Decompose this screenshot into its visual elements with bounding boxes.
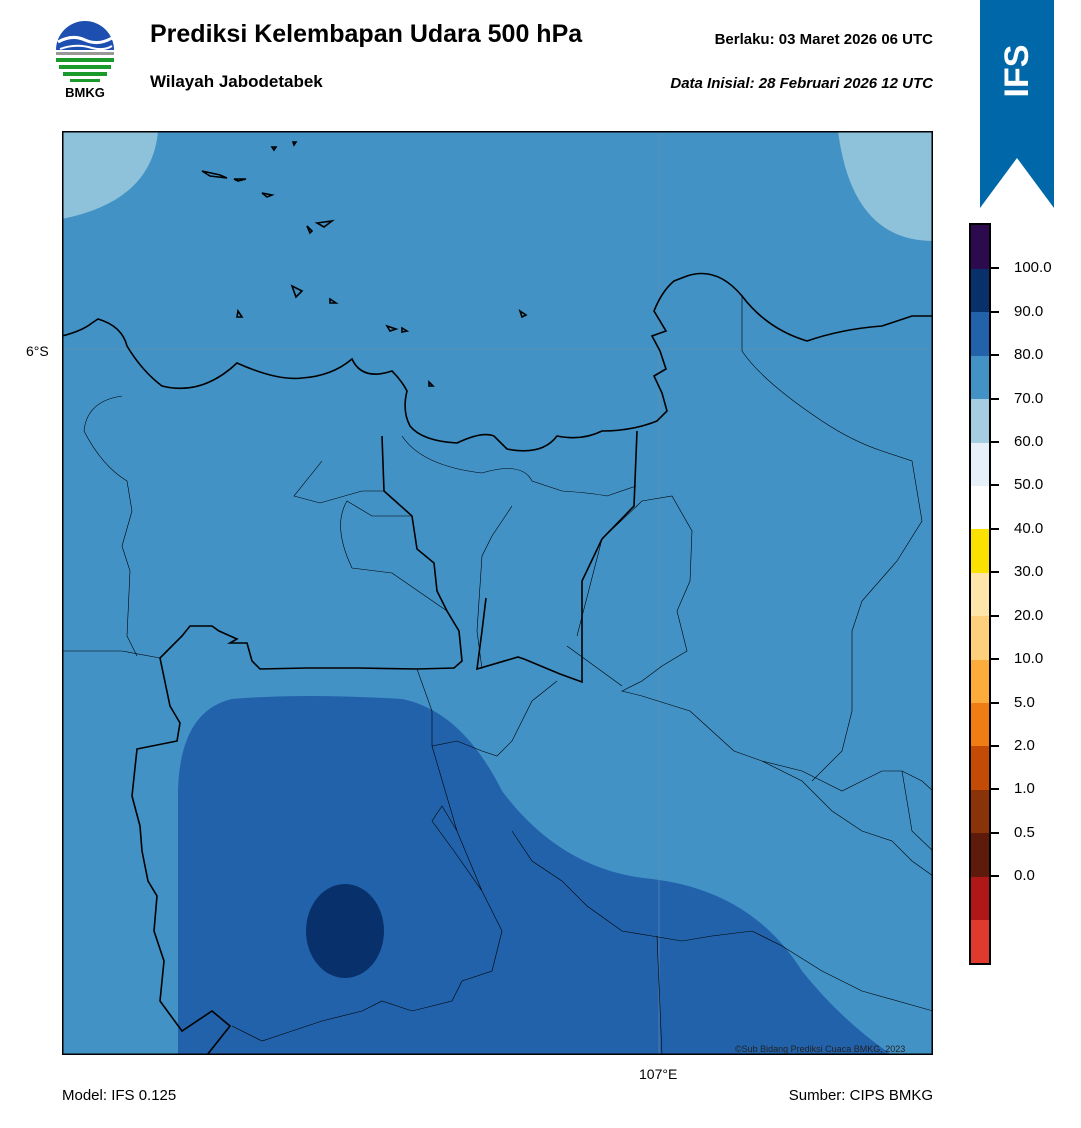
coastline [62,272,933,452]
colorbar-label: 40.0 [1014,519,1044,537]
colorbar-segment [971,572,989,617]
colorbar-segment [971,745,989,790]
colorbar-segment [971,311,989,356]
latitude-label: 6°S [26,343,49,359]
humidity-60-70-area-nw [62,131,158,219]
colorbar-segment [971,225,989,269]
colorbar-tick [991,614,999,617]
colorbar-label: 20.0 [1014,606,1044,624]
colorbar-label: 90.0 [1014,302,1044,320]
colorbar-tick [991,441,999,444]
colorbar-segment [971,919,989,964]
colorbar-segment [971,702,989,747]
colorbar-tick [991,788,999,791]
colorbar-label: 5.0 [1014,693,1035,711]
humidity-60-70-area-ne [838,131,933,241]
colorbar-segment [971,442,989,486]
ifs-badge [980,0,1054,208]
humidity-map [62,131,933,1055]
colorbar-segment [971,485,989,530]
colorbar-segment [971,398,989,443]
valid-time: Berlaku: 03 Maret 2026 06 UTC [714,31,933,48]
colorbar-tick [991,875,999,878]
colorbar-label: 70.0 [1014,389,1044,407]
colorbar-label: 0.5 [1014,823,1035,841]
colorbar-tick [991,701,999,704]
colorbar-segment [971,876,989,921]
longitude-label: 107°E [639,1066,678,1082]
colorbar-label: 60.0 [1014,433,1044,451]
colorbar-segment [971,268,989,313]
colorbar-tick [991,310,999,313]
colorbar-tick [991,484,999,487]
colorbar-label: 0.0 [1014,867,1035,885]
colorbar-tick [991,571,999,574]
district-boundary [62,296,933,1055]
colorbar-segment [971,789,989,834]
colorbar-segment [971,355,989,400]
colorbar-label: 2.0 [1014,736,1035,754]
colorbar-tick [991,354,999,357]
colorbar-tick [991,267,999,270]
humidity-90-100-area [306,884,384,978]
colorbar-label: 10.0 [1014,650,1044,668]
colorbar-tick [991,397,999,400]
colorbar-label: 100.0 [1014,259,1052,277]
colorbar-tick [991,527,999,530]
colorbar-label: 1.0 [1014,780,1035,798]
colorbar-segment [971,528,989,573]
islands [201,141,528,387]
colorbar [969,223,991,965]
colorbar-tick [991,744,999,747]
ifs-badge-text: IFS [998,44,1036,98]
map-subtitle: Wilayah Jabodetabek [150,72,323,91]
logo-text: BMKG [65,85,105,100]
province-boundary [131,430,638,1055]
colorbar-label: 30.0 [1014,563,1044,581]
colorbar-label: 50.0 [1014,476,1044,494]
colorbar-segment [971,659,989,704]
colorbar-tick [991,831,999,834]
map-title: Prediksi Kelembapan Udara 500 hPa [150,20,583,48]
colorbar-label: 80.0 [1014,346,1044,364]
colorbar-segment [971,615,989,660]
bmkg-logo-icon [56,21,114,82]
source-info: Sumber: CIPS BMKG [788,1087,933,1104]
colorbar-tick [991,658,999,661]
initial-data-time: Data Inisial: 28 Februari 2026 12 UTC [670,75,933,92]
model-info: Model: IFS 0.125 [62,1087,177,1104]
copyright-text: ©Sub Bidang Prediksi Cuaca BMKG, 2023 [735,1044,906,1054]
colorbar-segment [971,832,989,877]
